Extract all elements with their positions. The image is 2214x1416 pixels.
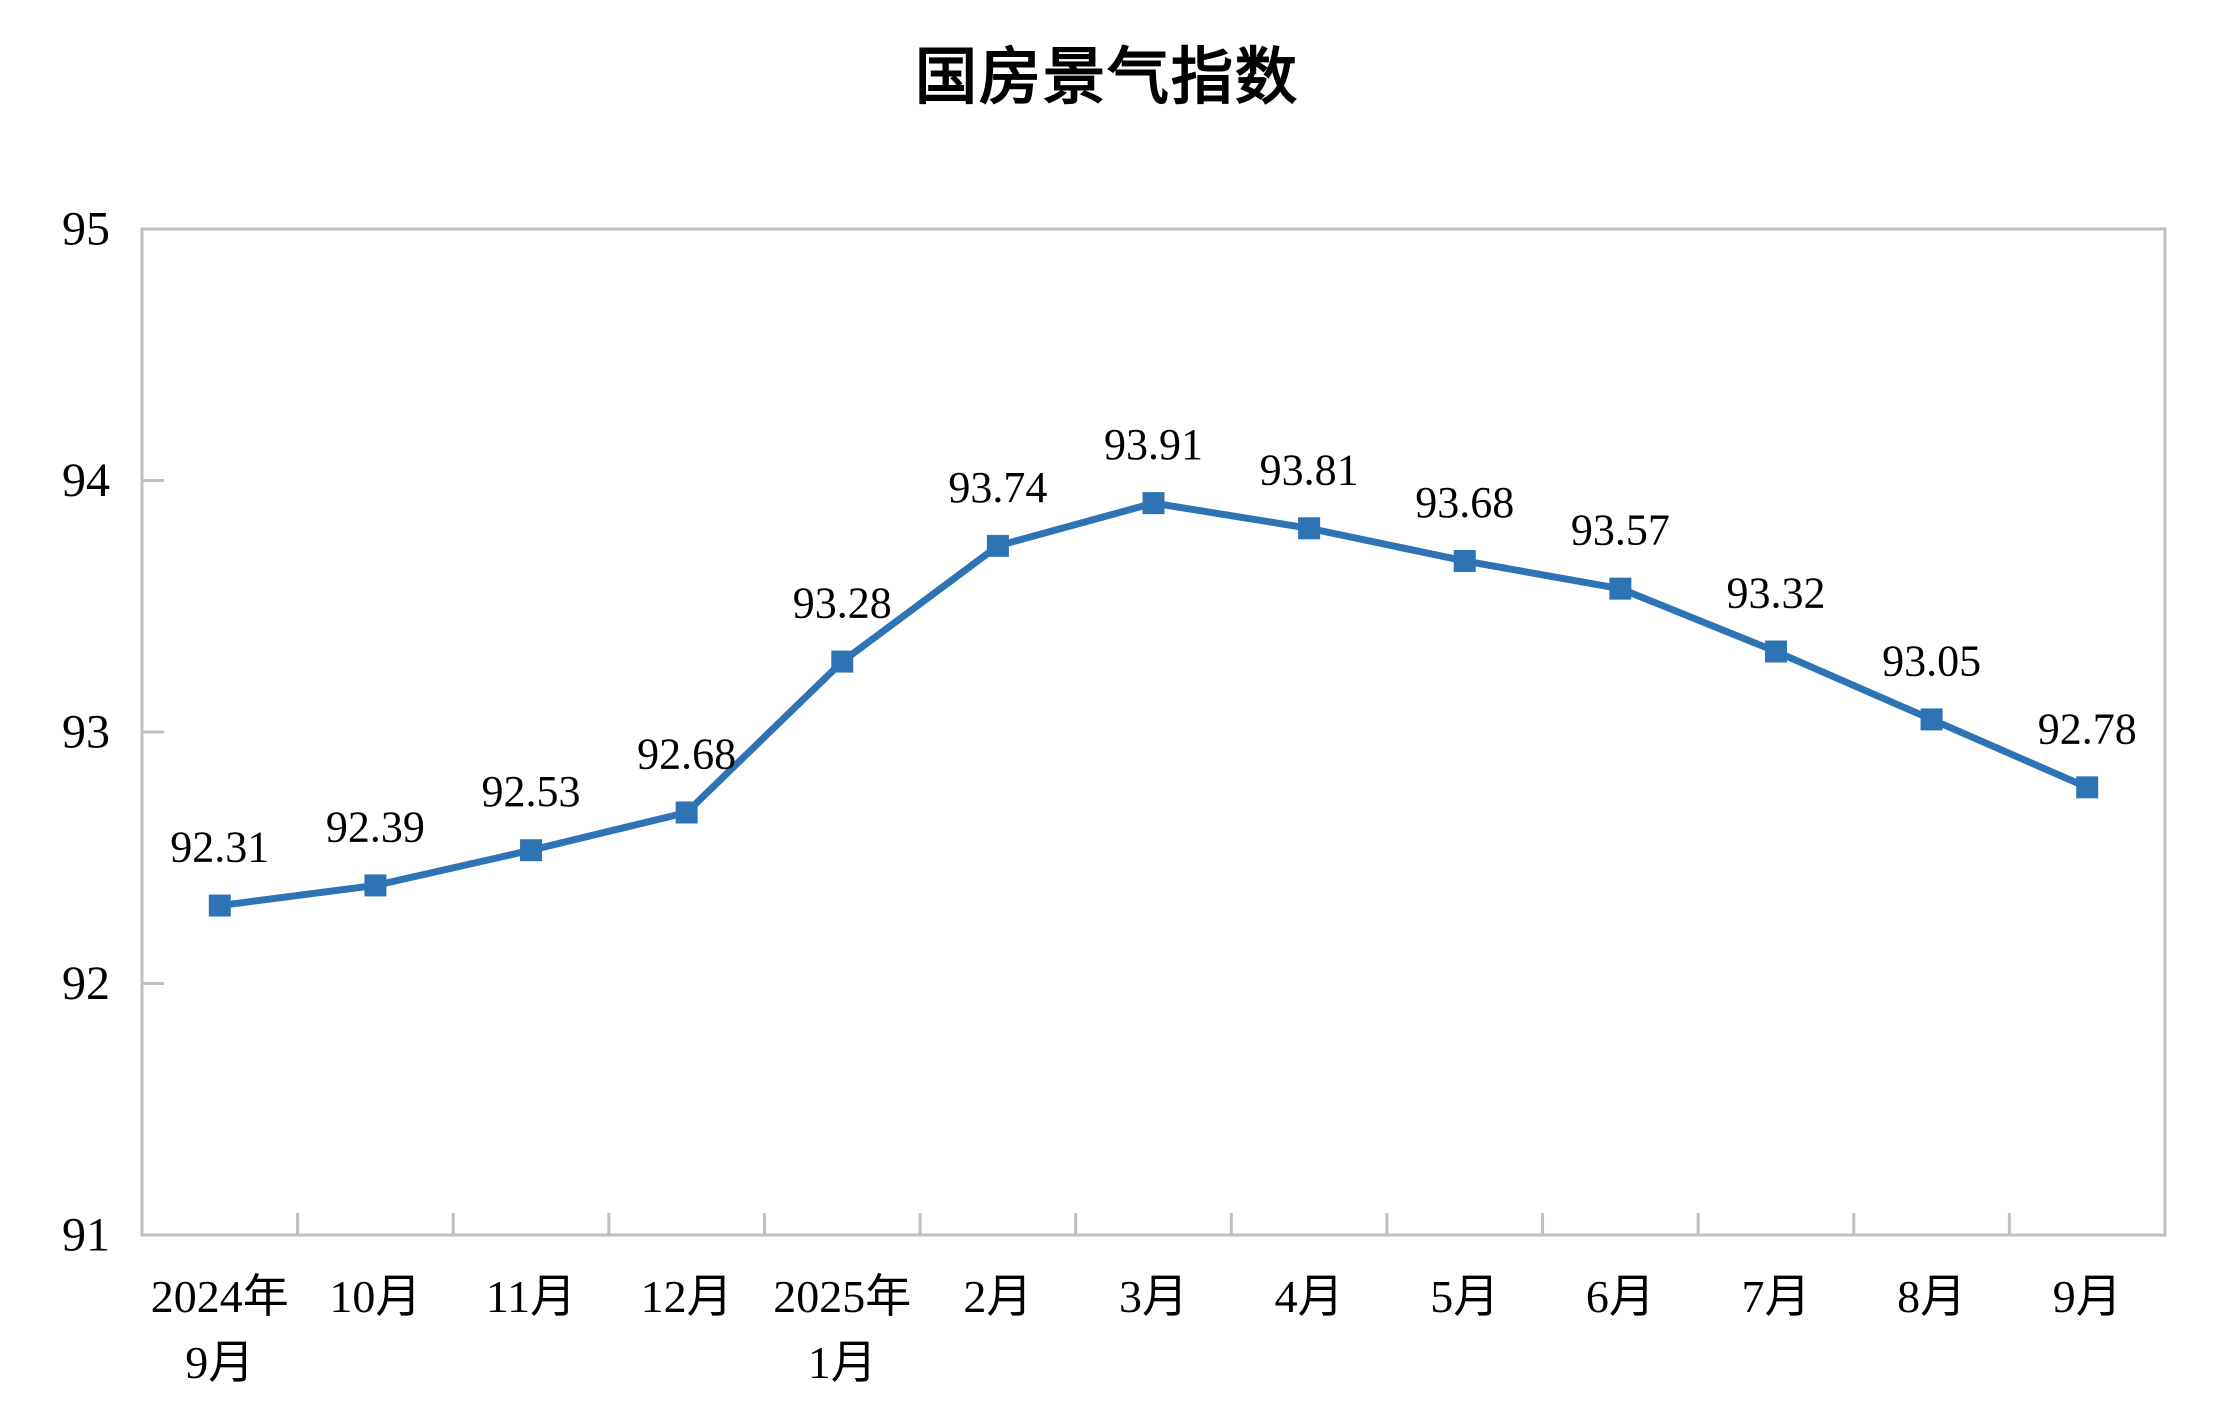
data-point-label: 93.57 <box>1571 506 1670 555</box>
data-point-marker <box>364 874 387 897</box>
data-point-marker <box>986 534 1009 557</box>
data-point-marker <box>1764 640 1787 663</box>
x-axis-tick-label: 3月 <box>1119 1271 1188 1322</box>
data-point-label: 93.32 <box>1726 569 1825 618</box>
x-axis-tick-label: 8月 <box>1897 1271 1966 1322</box>
data-point-marker <box>1142 492 1165 515</box>
y-axis-tick-label: 92 <box>62 957 110 1010</box>
data-point-marker <box>2076 776 2099 799</box>
data-point-label: 92.78 <box>2038 704 2137 753</box>
x-axis-tick-label: 2月 <box>963 1271 1032 1322</box>
data-point-marker <box>1609 577 1632 600</box>
x-axis-tick-label: 9月 <box>2053 1271 2122 1322</box>
series-line <box>219 499 2089 910</box>
y-axis-tick-label: 95 <box>62 203 110 256</box>
plot-border <box>140 227 2167 1237</box>
data-point-label: 92.31 <box>170 823 269 872</box>
data-point-marker <box>520 839 543 862</box>
data-point-label: 93.91 <box>1104 420 1203 469</box>
data-point-label: 93.74 <box>948 463 1047 512</box>
y-axis-tick-label: 94 <box>62 454 110 507</box>
data-point-marker <box>675 801 698 824</box>
x-axis-tick-label: 11月 <box>486 1271 576 1322</box>
data-point-label: 92.68 <box>637 729 736 778</box>
y-axis-tick-label: 93 <box>62 706 110 759</box>
x-axis-tick-label: 5月 <box>1430 1271 1499 1322</box>
data-point-marker <box>831 650 854 673</box>
data-point-marker <box>1298 517 1321 540</box>
data-point-label: 93.05 <box>1882 636 1981 685</box>
chart-title: 国房景气指数 <box>914 43 1299 112</box>
x-axis-tick-label: 4月 <box>1275 1271 1344 1322</box>
data-point-label: 93.28 <box>793 579 892 628</box>
x-axis-tick-label: 10月 <box>329 1271 421 1322</box>
data-point-marker <box>1920 708 1943 731</box>
x-axis-tick-label: 12月 <box>641 1271 733 1322</box>
data-point-marker <box>208 894 231 917</box>
data-point-label: 92.39 <box>326 802 425 851</box>
x-axis-tick-label: 6月 <box>1586 1271 1655 1322</box>
data-point-label: 92.53 <box>482 767 581 816</box>
x-axis-tick-label: 2025年 1月 <box>773 1271 911 1388</box>
x-axis-tick-label: 7月 <box>1741 1271 1810 1322</box>
data-point-label: 93.68 <box>1415 478 1514 527</box>
data-point-marker <box>1453 549 1476 572</box>
y-axis-tick-label: 91 <box>62 1209 110 1262</box>
data-point-label: 93.81 <box>1260 445 1359 494</box>
x-axis-tick-label: 2024年 9月 <box>151 1271 289 1388</box>
